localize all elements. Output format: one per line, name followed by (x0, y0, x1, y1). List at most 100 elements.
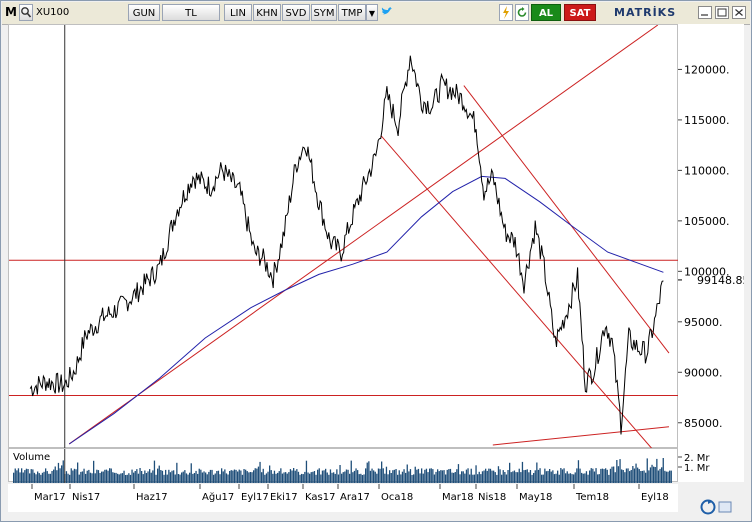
toolbar: M XU100 GUN TL LIN KHN SVD SYM TMP ▼ AL … (2, 2, 750, 25)
sell-button[interactable]: SAT (564, 4, 596, 21)
volume-bar (454, 472, 456, 483)
volume-bar (448, 469, 450, 483)
volume-bar (286, 473, 288, 483)
volume-bar (243, 469, 245, 483)
volume-bar (501, 474, 503, 483)
redo-icon[interactable] (698, 498, 738, 520)
lightning-icon[interactable] (499, 4, 513, 21)
volume-bar (237, 471, 239, 483)
volume-bar (91, 473, 93, 483)
volume-bar (313, 471, 316, 483)
volume-bar (605, 468, 607, 483)
volume-bar (275, 473, 277, 483)
volume-bar (117, 473, 119, 483)
symbol-field[interactable]: XU100 (36, 7, 70, 18)
date-tick-label: Oca18 (381, 492, 413, 503)
volume-bar (225, 473, 228, 483)
volume-bar (513, 470, 516, 483)
volume-bar (107, 470, 109, 483)
volume-bar (75, 469, 77, 483)
volume-bar (334, 473, 336, 483)
volume-bar (288, 472, 290, 483)
price-chart-area[interactable] (8, 24, 679, 450)
volume-bar (597, 474, 599, 483)
volume-bar (224, 469, 226, 483)
moving-average-line (68, 175, 664, 445)
volume-bar (294, 470, 296, 483)
price-chart-svg (9, 24, 679, 450)
volume-bar (667, 471, 669, 483)
dropdown-icon[interactable]: ▼ (366, 4, 378, 21)
volume-bar (459, 474, 461, 483)
volume-bar (390, 473, 392, 483)
volume-bar (496, 474, 498, 483)
price-tick-label: 105000. (684, 215, 730, 228)
volume-bar (413, 474, 415, 483)
volume-bar (219, 474, 221, 483)
volume-bar (86, 470, 88, 483)
volume-bar (360, 473, 362, 483)
volume-bar (56, 470, 58, 483)
chart-plot-group (9, 24, 679, 450)
volume-bar (449, 468, 452, 483)
volume-bar (141, 471, 143, 483)
volume-bar (88, 469, 90, 483)
volume-bar (105, 469, 108, 483)
buy-button[interactable]: AL (531, 4, 561, 21)
volume-bar (281, 473, 284, 483)
volume-bar (25, 468, 28, 483)
volume-bar (577, 460, 580, 483)
volume-bar (149, 469, 151, 483)
volume-bar (301, 473, 303, 483)
volume-bar (608, 474, 610, 483)
volume-bar (379, 468, 381, 483)
search-icon[interactable] (19, 4, 33, 21)
volume-bar (539, 468, 541, 483)
volume-bar (189, 472, 191, 483)
volume-bar (310, 472, 312, 483)
volume-bar (269, 465, 271, 483)
scale-lin-button[interactable]: LIN (224, 4, 252, 21)
volume-bar (62, 460, 64, 483)
volume-bar (633, 468, 636, 483)
volume-bar (553, 474, 556, 483)
volume-bar (464, 473, 466, 483)
trend-line-1 (380, 135, 653, 450)
twitter-icon[interactable] (380, 4, 394, 21)
volume-bar (523, 470, 525, 483)
volume-bar (433, 474, 436, 483)
volume-bar (131, 469, 133, 483)
volume-bar (393, 469, 396, 483)
volume-bar (77, 462, 79, 483)
trend-line-0 (68, 24, 659, 445)
volume-bar (361, 475, 364, 483)
volume-bar (101, 471, 103, 483)
volume-bar (477, 474, 479, 483)
volume-bar (619, 459, 621, 483)
volume-bar (109, 468, 111, 483)
volume-bar (432, 469, 434, 483)
currency-tl-button[interactable]: TL (162, 4, 220, 21)
volume-bar (521, 461, 524, 483)
volume-bar (245, 469, 247, 483)
volume-bar (517, 472, 519, 483)
svd-button[interactable]: SVD (282, 4, 310, 21)
sym-button[interactable]: SYM (311, 4, 337, 21)
volume-bar (409, 469, 412, 483)
volume-bar (163, 474, 165, 483)
volume-bar (520, 472, 522, 483)
period-gun-button[interactable]: GUN (128, 4, 160, 21)
volume-bar (640, 471, 642, 483)
volume-bar (659, 468, 661, 483)
volume-bar (169, 472, 172, 483)
volume-bar (104, 469, 106, 483)
volume-bar (400, 474, 402, 483)
khn-button[interactable]: KHN (253, 4, 281, 21)
volume-bar (54, 466, 56, 483)
volume-bar (424, 469, 426, 483)
volume-bar (536, 462, 538, 483)
volume-bar (17, 468, 20, 483)
refresh-icon[interactable] (515, 4, 529, 21)
window-controls-icon[interactable] (698, 5, 748, 25)
tmp-button[interactable]: TMP (338, 4, 366, 21)
